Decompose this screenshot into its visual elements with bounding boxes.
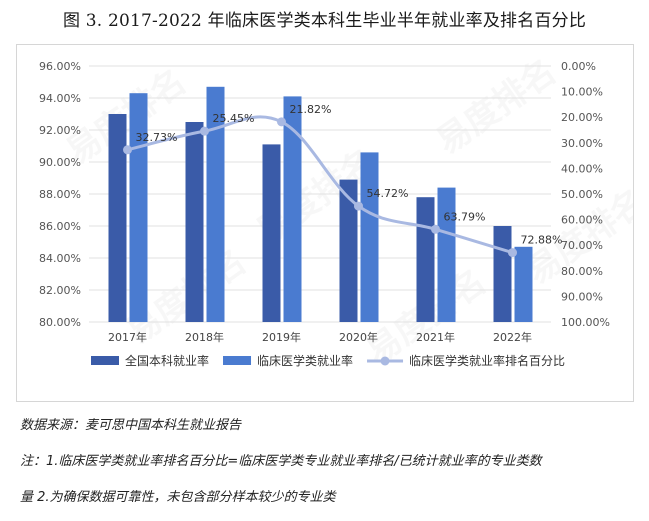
ranking-point <box>123 145 132 155</box>
chart-title: 图 3. 2017-2022 年临床医学类本科生毕业半年就业率及排名百分比 <box>62 11 587 31</box>
ranking-data-label: 32.73% <box>136 131 178 144</box>
ranking-point <box>431 224 440 234</box>
x-axis-category-label: 2017年 <box>108 330 147 344</box>
watermark-text: 易度排名 <box>429 52 563 163</box>
footnote-1: 注：1.临床医学类就业率排名百分比=临床医学类专业就业率排名/已统计就业率的专业… <box>20 454 542 469</box>
bar-national <box>416 197 435 322</box>
right-axis-tick-label: 90.00% <box>561 290 603 303</box>
right-axis-tick-label: 100.00% <box>561 316 610 329</box>
right-axis-tick-label: 10.00% <box>561 86 603 99</box>
right-axis-tick-label: 70.00% <box>561 239 603 252</box>
legend-swatch <box>223 356 252 365</box>
left-axis-tick-label: 90.00% <box>39 156 81 169</box>
right-axis-tick-label: 50.00% <box>561 188 603 201</box>
ranking-point <box>277 117 286 127</box>
right-axis-tick-label: 20.00% <box>561 111 603 124</box>
ranking-point <box>200 126 209 136</box>
bar-clinical <box>437 187 456 322</box>
bar-national <box>339 179 358 322</box>
ranking-data-label: 25.45% <box>213 112 255 125</box>
bar-clinical <box>283 96 302 323</box>
right-axis-tick-label: 40.00% <box>561 162 603 175</box>
ranking-point <box>354 201 363 211</box>
left-axis-tick-label: 84.00% <box>39 252 81 265</box>
right-axis-tick-label: 30.00% <box>561 137 603 150</box>
left-axis-tick-label: 80.00% <box>39 316 81 329</box>
footnote-2: 量 2.为确保数据可靠性，未包含部分样本较少的专业类 <box>20 490 336 505</box>
bar-clinical <box>129 93 148 322</box>
ranking-data-label: 63.79% <box>444 210 486 223</box>
right-axis-tick-label: 60.00% <box>561 214 603 227</box>
left-axis-tick-label: 94.00% <box>39 92 81 105</box>
left-axis-tick-label: 86.00% <box>39 220 81 233</box>
chart-svg: 易度排名易度排名易度排名易度排名易度排名易度排名80.00%82.00%84.0… <box>39 52 633 373</box>
legend-label: 临床医学类就业率 <box>257 353 353 368</box>
legend-swatch <box>91 356 119 365</box>
bar-national <box>185 122 204 322</box>
bar-clinical <box>514 246 533 322</box>
bar-clinical <box>206 86 225 322</box>
x-axis-category-label: 2019年 <box>262 330 301 344</box>
chart-frame: 易度排名易度排名易度排名易度排名易度排名易度排名80.00%82.00%84.0… <box>16 44 634 402</box>
ranking-point <box>508 248 517 258</box>
bar-clinical <box>360 152 379 322</box>
x-axis-category-label: 2021年 <box>416 330 455 344</box>
bar-national <box>262 144 281 322</box>
legend-line-marker <box>380 356 390 366</box>
right-axis-tick-label: 0.00% <box>561 60 596 73</box>
bar-national <box>108 114 127 322</box>
left-axis-tick-label: 82.00% <box>39 284 81 297</box>
ranking-data-label: 72.88% <box>521 234 563 247</box>
bar-national <box>493 226 512 322</box>
data-source-note: 数据来源：麦可思中国本科生就业报告 <box>20 418 242 433</box>
x-axis-category-label: 2018年 <box>185 330 224 344</box>
ranking-data-label: 21.82% <box>290 103 332 116</box>
x-axis-category-label: 2022年 <box>493 330 532 344</box>
left-axis-tick-label: 92.00% <box>39 124 81 137</box>
x-axis-category-label: 2020年 <box>339 330 378 344</box>
legend-label: 全国本科就业率 <box>125 353 209 368</box>
left-axis-tick-label: 96.00% <box>39 60 81 73</box>
ranking-data-label: 54.72% <box>367 187 409 200</box>
left-axis-tick-label: 88.00% <box>39 188 81 201</box>
right-axis-tick-label: 80.00% <box>561 265 603 278</box>
legend-label: 临床医学类就业率排名百分比 <box>409 353 565 368</box>
